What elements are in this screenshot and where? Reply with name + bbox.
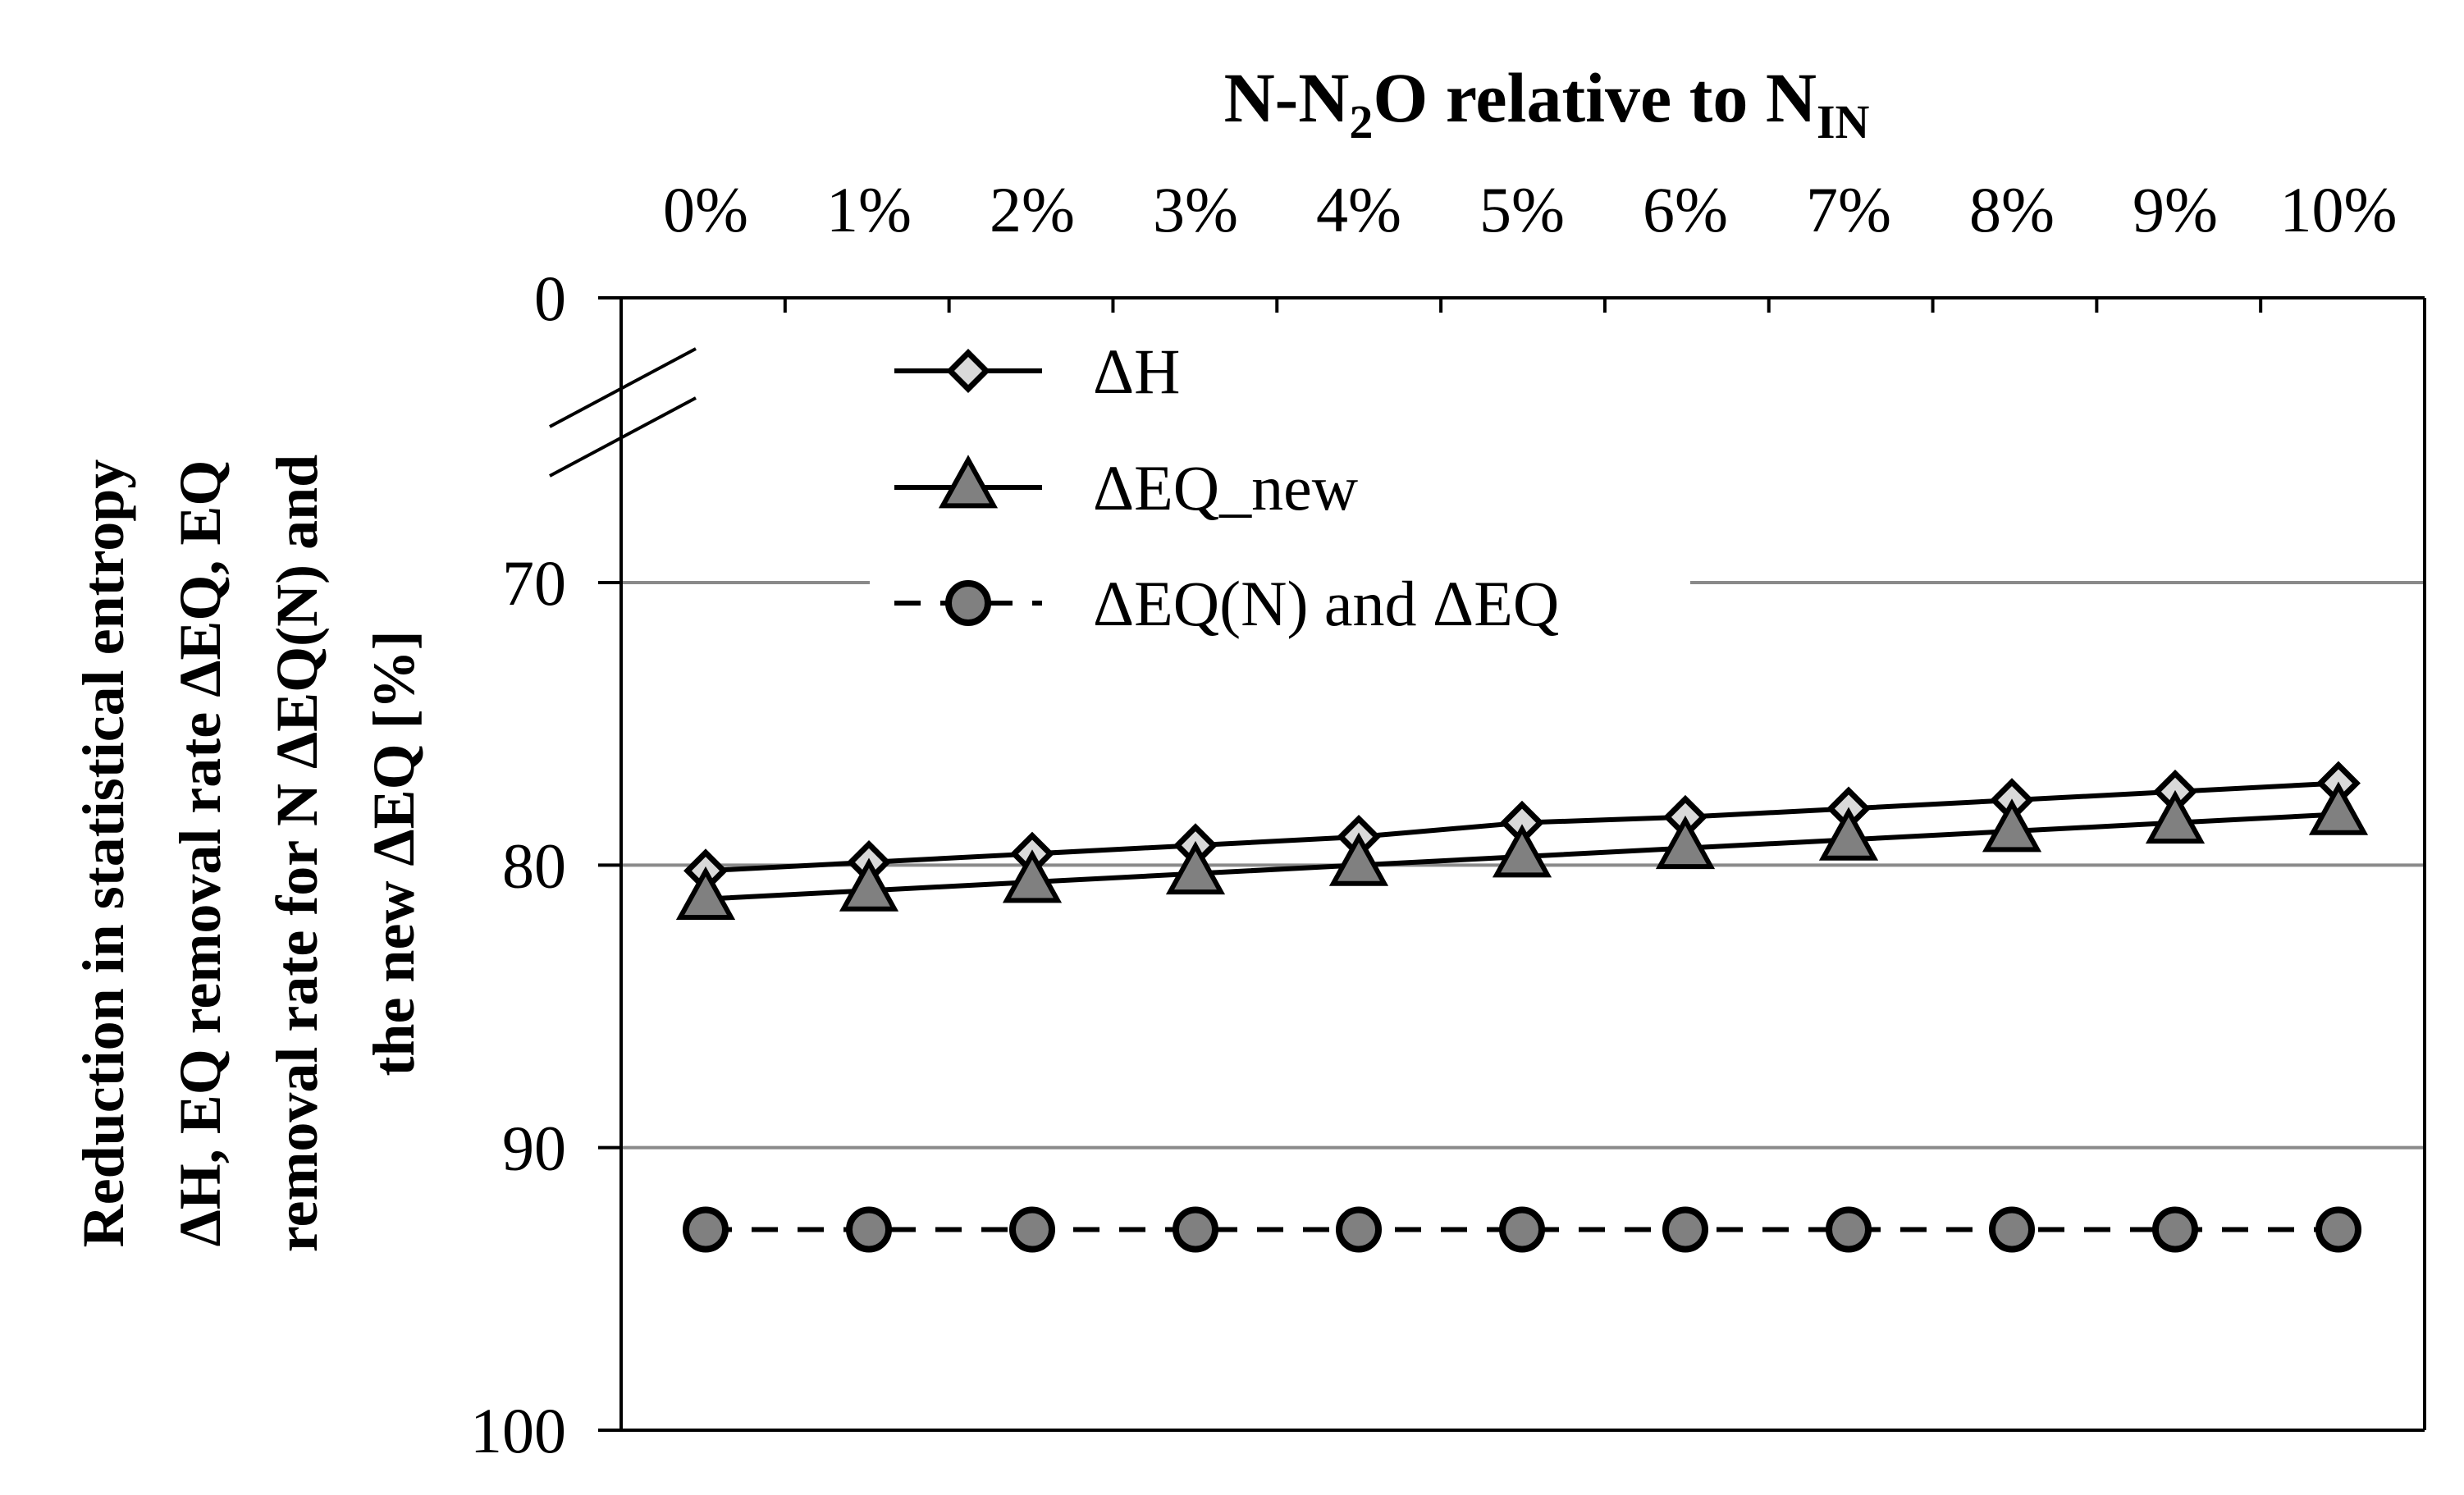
data-point <box>1818 807 1879 861</box>
legend-item: ΔEQ_new <box>870 446 1690 528</box>
series-2 <box>683 1206 2361 1253</box>
data-point <box>1662 1206 1708 1253</box>
legend-marker <box>945 580 991 626</box>
legend-item: ΔEQ(N) and ΔEQ <box>870 562 1690 644</box>
axis-break-mark <box>549 396 697 478</box>
y-tick-label: 90 <box>502 1113 566 1184</box>
x-tick-label: 1% <box>826 174 912 245</box>
data-point <box>2152 1206 2198 1253</box>
axis-break-mark <box>549 347 697 428</box>
x-tick-label: 7% <box>1806 174 1891 245</box>
data-point <box>1499 1206 1545 1253</box>
data-point <box>2315 1206 2361 1253</box>
y-axis-label: Reduction in statistical entropy ΔH, EQ r… <box>71 455 427 1252</box>
data-point <box>1655 815 1716 870</box>
data-point <box>1009 1206 1055 1253</box>
legend-label: ΔEQ_new <box>1093 452 1358 523</box>
y-tick-label: 80 <box>502 830 566 901</box>
x-tick-label: 3% <box>1153 174 1238 245</box>
data-point <box>683 1206 729 1253</box>
y-axis-label-line: ΔH, EQ removal rate ΔEQ, EQ <box>167 460 233 1247</box>
chart-title: N-N2O relative to NIN <box>1224 58 1870 149</box>
legend-item: ΔH <box>870 330 1690 412</box>
legend-marker <box>938 455 999 509</box>
y-tick-label: 100 <box>470 1395 566 1466</box>
label-layer: 0% 1% 2% 3% 4% 5% 6% 7% 8% 9% 10% 0 70 80 90 100 N-N2O r… <box>71 58 2397 1466</box>
legend-marker <box>946 349 990 393</box>
data-point <box>846 1206 892 1253</box>
x-tick-label: 10% <box>2280 174 2398 245</box>
x-tick-label: 5% <box>1479 174 1565 245</box>
x-tick-label: 6% <box>1643 174 1728 245</box>
data-point <box>2145 789 2206 844</box>
data-point <box>1328 832 1389 886</box>
y-tick-label: 70 <box>502 547 566 619</box>
legend: ΔH ΔEQ_new ΔEQ(N) and ΔEQ <box>870 330 1690 644</box>
x-tick-label: 2% <box>990 174 1075 245</box>
x-tick-label: 0% <box>663 174 748 245</box>
data-point <box>1002 849 1063 903</box>
y-tick-label: 0 <box>534 263 566 334</box>
title-part: N-N <box>1224 58 1350 137</box>
title-part: O relative to N <box>1373 58 1817 137</box>
data-point <box>1165 840 1226 895</box>
x-tick-label: 8% <box>1969 174 2055 245</box>
title-subscript: IN <box>1817 95 1870 149</box>
data-point <box>1336 1206 1382 1253</box>
data-point <box>1492 824 1552 878</box>
axis-layer <box>549 296 2426 1432</box>
y-axis-label-line: removal rate for N ΔEQ(N) and <box>264 455 330 1252</box>
x-tick-label: 4% <box>1316 174 1401 245</box>
legend-label: ΔH <box>1093 336 1181 407</box>
legend-label: ΔEQ(N) and ΔEQ <box>1093 568 1559 639</box>
x-tick-label: 9% <box>2133 174 2218 245</box>
data-point <box>1826 1206 1872 1253</box>
data-point <box>2308 781 2369 835</box>
data-point <box>1173 1206 1218 1253</box>
data-point <box>839 857 899 912</box>
data-point <box>675 866 736 921</box>
series-layer <box>675 761 2369 1253</box>
series-1 <box>675 781 2369 921</box>
title-subscript: 2 <box>1349 95 1373 149</box>
data-point <box>1989 1206 2035 1253</box>
data-point <box>1982 798 2042 853</box>
y-axis-label-line: the new ΔEQ [%] <box>361 630 427 1076</box>
y-axis-label-line: Reduction in statistical entropy <box>71 459 136 1248</box>
